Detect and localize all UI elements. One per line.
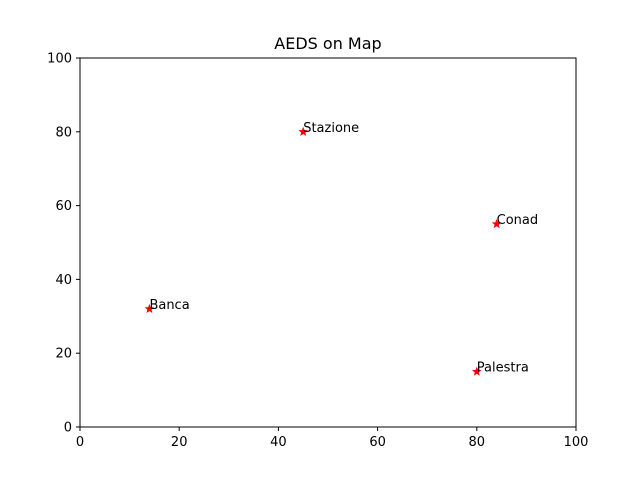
x-tick-label: 20 — [171, 435, 188, 450]
y-axis: 0 20 40 60 80 100 — [47, 52, 80, 436]
x-tick-label: 40 — [270, 435, 287, 450]
x-tick-label: 0 — [76, 435, 84, 450]
x-axis: 0 20 40 60 80 100 — [76, 427, 589, 450]
data-point-label: Conad — [497, 213, 539, 228]
data-points: Stazione Conad Banca Palestra — [144, 121, 539, 376]
y-tick-label: 0 — [64, 421, 72, 436]
data-point-star-marker — [491, 219, 502, 229]
data-point-label: Stazione — [303, 121, 359, 136]
y-tick-label: 40 — [55, 273, 72, 288]
plot-area — [79, 57, 577, 428]
data-point-star-marker — [472, 366, 482, 376]
x-tick-label: 100 — [564, 435, 589, 450]
y-tick-label: 60 — [55, 199, 72, 214]
data-point-star-marker — [144, 303, 155, 313]
data-point-star-marker — [298, 126, 308, 136]
y-tick-label: 100 — [47, 52, 72, 67]
x-tick-label: 80 — [469, 435, 486, 450]
chart-title: AEDS on Map — [274, 34, 381, 53]
y-tick-label: 80 — [55, 125, 72, 140]
y-tick-label: 20 — [55, 347, 72, 362]
data-point-label: Palestra — [477, 361, 529, 376]
data-point-label: Banca — [149, 298, 189, 313]
x-tick-label: 60 — [369, 435, 386, 450]
